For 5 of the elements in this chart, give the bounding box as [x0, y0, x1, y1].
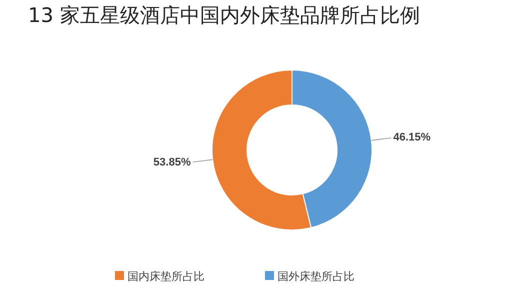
data-label: 46.15%	[393, 132, 431, 144]
legend-label: 国外床垫所占比	[278, 270, 354, 283]
chart-title: 13 家五星级酒店中国内外床垫品牌所占比例	[28, 2, 420, 29]
data-label: 53.85%	[153, 156, 191, 168]
legend-label: 国内床垫所占比	[128, 270, 204, 283]
